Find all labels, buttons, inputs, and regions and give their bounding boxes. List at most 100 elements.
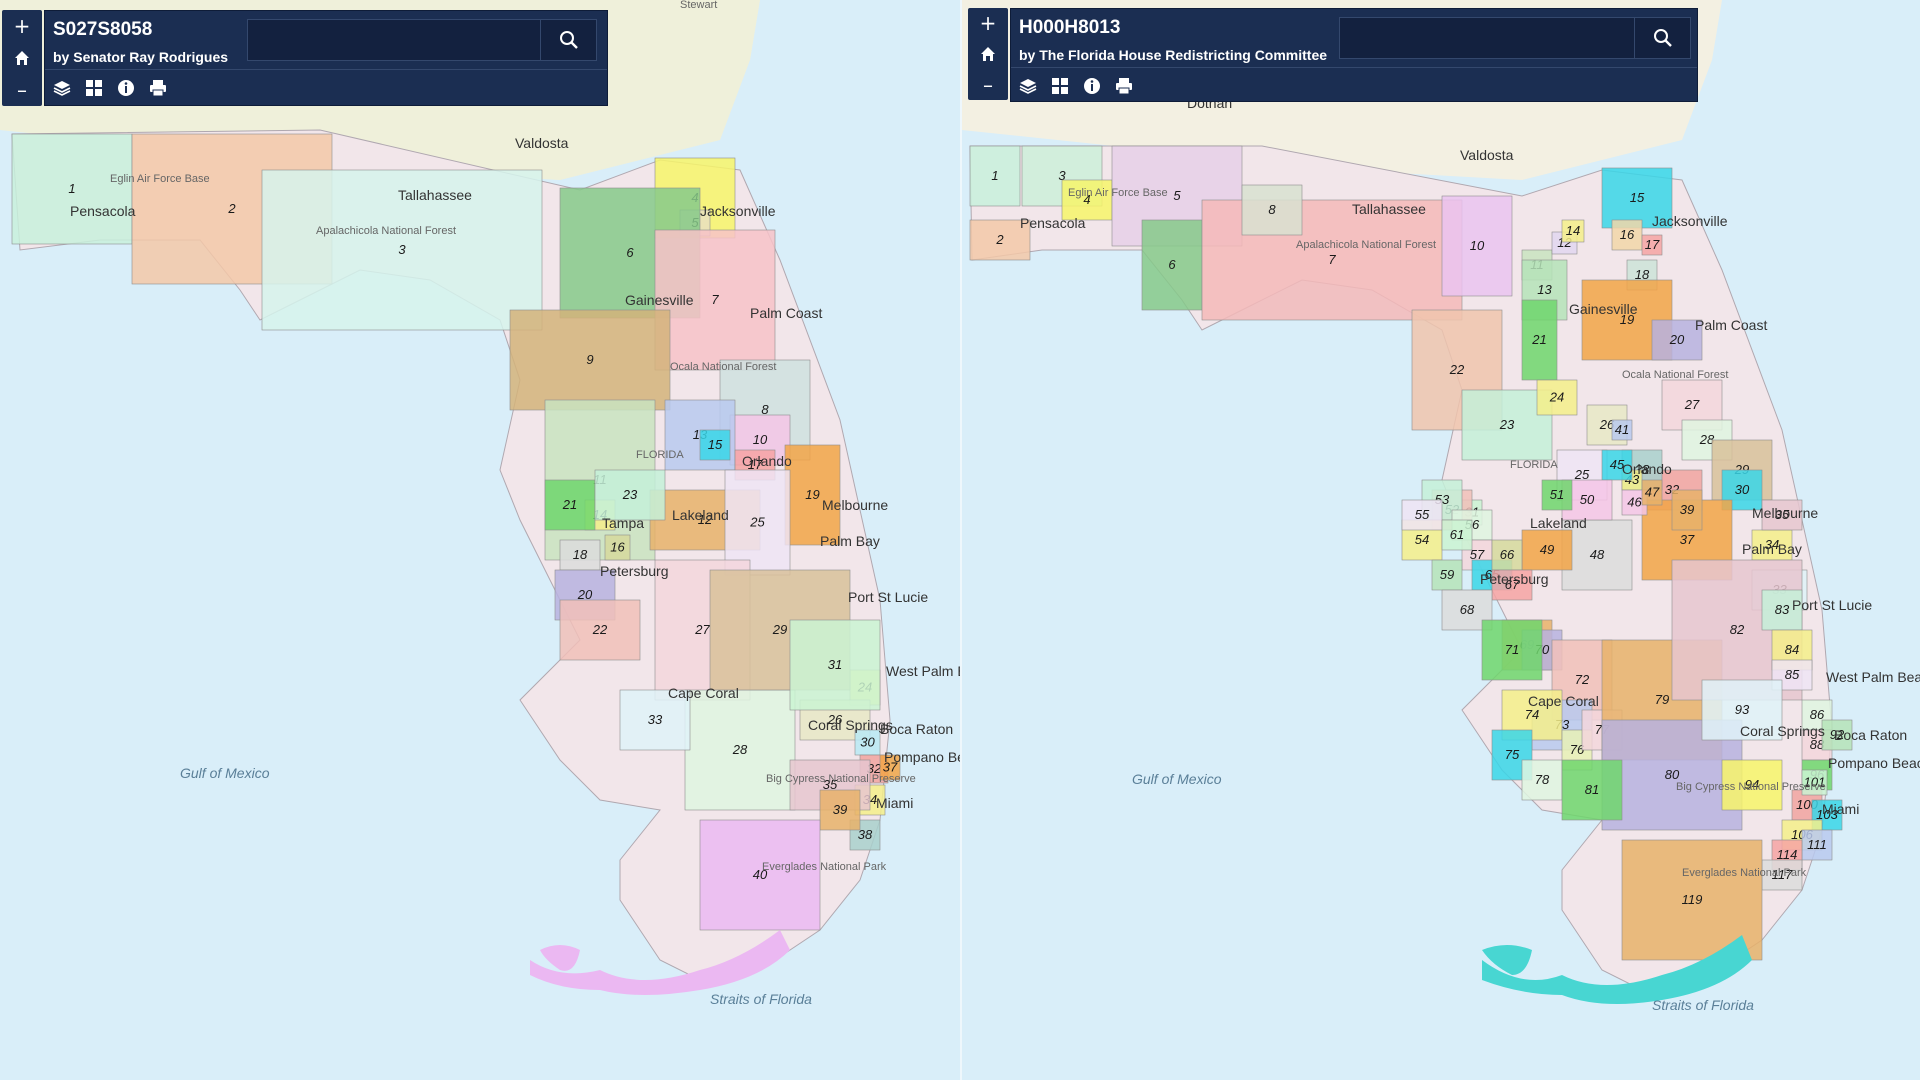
district-4-shape[interactable] [1061, 179, 1113, 221]
district-15-shape[interactable] [699, 429, 731, 461]
district-22-shape[interactable] [559, 599, 641, 661]
district-16-shape[interactable] [604, 534, 631, 561]
layers-button[interactable] [51, 77, 73, 99]
district-40-shape[interactable] [699, 819, 821, 931]
district-59-shape[interactable] [1431, 559, 1463, 591]
district-25-shape[interactable] [724, 469, 791, 576]
district-93-shape[interactable] [1701, 679, 1783, 741]
right-search-button[interactable] [1634, 18, 1690, 58]
layers-button[interactable] [1017, 75, 1039, 97]
district-39-label: 39 [1680, 502, 1694, 517]
district-2-shape[interactable] [969, 219, 1031, 261]
district-78-shape[interactable] [1521, 759, 1563, 801]
info-button[interactable] [1081, 75, 1103, 97]
right-map[interactable]: 1234567810111213141516171819202122232425… [962, 0, 1920, 1080]
district-34-shape[interactable] [1751, 529, 1793, 561]
district-111-shape[interactable] [1801, 829, 1833, 861]
district-1-shape[interactable] [11, 133, 133, 245]
district-83-shape[interactable] [1761, 589, 1803, 631]
district-48-shape[interactable] [1561, 519, 1633, 591]
district-117-shape[interactable] [1761, 859, 1803, 891]
left-map-pane[interactable]: 1234567891011121314151617181920212223242… [0, 0, 960, 1080]
home-button[interactable] [968, 39, 1008, 70]
right-search-input[interactable] [1340, 18, 1634, 58]
district-19-label: 19 [805, 487, 819, 502]
district-35-shape[interactable] [1761, 499, 1803, 531]
district-10-label: 10 [753, 432, 768, 447]
city-melbourne: Melbourne [1752, 505, 1818, 521]
grid-icon [86, 80, 102, 96]
home-button[interactable] [2, 42, 42, 74]
district-39-shape[interactable] [1671, 489, 1703, 531]
print-button[interactable] [147, 77, 169, 99]
district-51-shape[interactable] [1541, 479, 1573, 511]
district-81-label: 81 [1585, 782, 1599, 797]
place-everglades: Everglades National Park [1682, 867, 1807, 879]
district-22-label: 22 [592, 622, 608, 637]
print-button[interactable] [1113, 75, 1135, 97]
left-search-input[interactable] [248, 20, 540, 60]
zoom-out-button[interactable]: – [968, 69, 1008, 100]
district-80-label: 80 [1665, 767, 1680, 782]
district-67-shape[interactable] [1491, 569, 1533, 601]
district-81-shape[interactable] [1561, 759, 1623, 821]
left-search-button[interactable] [540, 20, 596, 60]
district-72-label: 72 [1575, 672, 1590, 687]
district-28-shape[interactable] [684, 689, 796, 811]
city-west-palm-beach: West Palm Beach [1826, 669, 1920, 685]
district-71-label: 71 [1505, 642, 1519, 657]
district-23-label: 23 [622, 487, 638, 502]
place-eglin: Eglin Air Force Base [110, 173, 210, 185]
district-55-shape[interactable] [1401, 499, 1443, 531]
district-15-shape[interactable] [1601, 167, 1673, 229]
district-21-shape[interactable] [544, 479, 596, 531]
district-17-shape[interactable] [1641, 234, 1663, 256]
district-14-shape[interactable] [1561, 219, 1585, 243]
district-101-label: 101 [1804, 775, 1826, 790]
district-92-shape[interactable] [1821, 719, 1853, 751]
city-valdosta: Valdosta [515, 135, 569, 151]
info-button[interactable] [115, 77, 137, 99]
district-28-label: 28 [1699, 432, 1715, 447]
city-coral-springs: Coral Springs [808, 717, 893, 733]
district-3-shape[interactable] [261, 169, 543, 331]
district-94-shape[interactable] [1721, 759, 1783, 811]
district-23-shape[interactable] [594, 469, 666, 521]
district-101-shape[interactable] [1801, 769, 1828, 796]
zoom-in-button[interactable]: + [968, 8, 1008, 39]
district-46-label: 46 [1627, 495, 1642, 510]
district-71-shape[interactable] [1481, 619, 1543, 681]
district-10-shape[interactable] [1441, 195, 1513, 297]
zoom-in-button[interactable]: + [2, 10, 42, 42]
district-1-label: 1 [68, 181, 75, 196]
district-30-label: 30 [1735, 482, 1750, 497]
district-8-shape[interactable] [1241, 184, 1303, 236]
district-41-shape[interactable] [1611, 419, 1633, 441]
city-pensacola: Pensacola [1020, 215, 1086, 231]
district-21-shape[interactable] [1521, 299, 1558, 381]
district-66-shape[interactable] [1491, 539, 1523, 571]
district-45-shape[interactable] [1601, 449, 1633, 481]
zoom-out-button[interactable]: – [2, 74, 42, 106]
district-30-shape[interactable] [854, 729, 881, 756]
right-map-pane[interactable]: 1234567810111213141516171819202122232425… [960, 0, 1920, 1080]
basemap-button[interactable] [83, 77, 105, 99]
district-20-shape[interactable] [1651, 319, 1703, 361]
district-61-shape[interactable] [1441, 519, 1473, 551]
district-47-shape[interactable] [1641, 479, 1663, 506]
district-37-shape[interactable] [879, 754, 901, 781]
district-49-shape[interactable] [1521, 529, 1573, 571]
district-9-shape[interactable] [509, 309, 671, 411]
district-7-shape[interactable] [654, 229, 776, 371]
district-31-shape[interactable] [789, 619, 881, 711]
district-39-shape[interactable] [819, 789, 861, 831]
basemap-button[interactable] [1049, 75, 1071, 97]
district-18-shape[interactable] [559, 539, 601, 571]
district-6-shape[interactable] [1141, 219, 1203, 311]
left-map[interactable]: 1234567891011121314151617181920212223242… [0, 0, 960, 1080]
district-33-shape[interactable] [619, 689, 691, 751]
district-1-shape[interactable] [969, 145, 1021, 207]
district-19-shape[interactable] [784, 444, 841, 546]
district-24-shape[interactable] [1536, 379, 1578, 416]
district-16-shape[interactable] [1611, 219, 1643, 251]
